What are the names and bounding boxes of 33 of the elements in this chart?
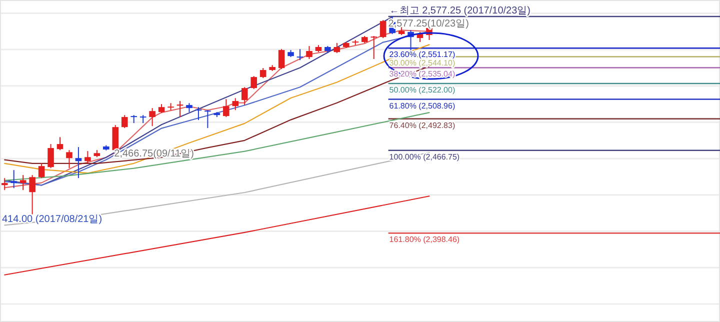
candlestick (29, 174, 36, 215)
ref-line-label: 161.80% (2,398.46) (389, 235, 460, 244)
ref-line-label: 76.40% (2,492.83) (389, 120, 456, 130)
candlestick (306, 46, 312, 60)
candlestick (48, 144, 54, 169)
candlestick (260, 68, 266, 79)
candlestick (296, 48, 304, 61)
ref-line-label: 30.00% (2,544.10) (389, 58, 456, 68)
candlestick (75, 146, 82, 179)
ref-line-label: 50.00% (2,522.00) (389, 85, 456, 94)
candlestick (223, 98, 230, 118)
candlestick (204, 110, 211, 129)
candlestick (370, 35, 377, 60)
candlestick (56, 136, 64, 151)
candlestick (1, 178, 8, 191)
candlestick (149, 108, 156, 127)
candlestick (10, 170, 17, 189)
annotation: 414.00 (2017/08/21일) (2, 214, 102, 225)
candlestick (232, 98, 239, 111)
candlestick (84, 150, 91, 164)
candlestick (20, 174, 26, 191)
ref-line-label: 61.80% (2,508.96) (389, 101, 456, 110)
candlestick (66, 150, 72, 169)
candlestick (278, 48, 285, 70)
candlestick (121, 114, 128, 129)
candlestick (380, 19, 386, 39)
candlestick (241, 86, 248, 106)
candlestick (195, 106, 202, 121)
ref-line-label: 100.00% (2,466.75) (389, 152, 460, 162)
ref-line-label: ←최고 2,577.25 (2017/10/23일) (389, 6, 531, 17)
candlestick (334, 42, 340, 54)
candlestick (250, 76, 257, 90)
candlestick (38, 162, 45, 179)
